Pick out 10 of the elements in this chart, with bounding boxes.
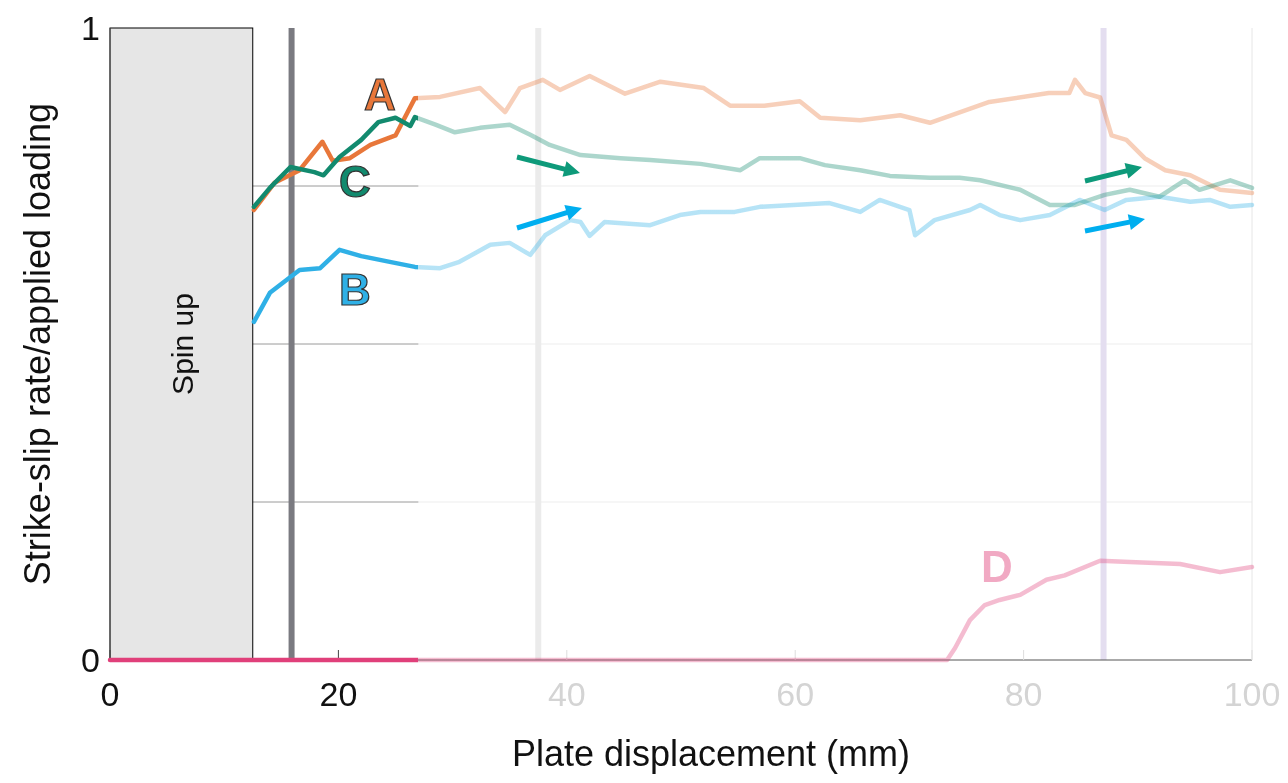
line-series — [251, 73, 1255, 213]
x-axis-title: Plate displacement (mm) — [511, 733, 911, 774]
band-label: Spin up — [166, 293, 200, 395]
y-tick-label: 1 — [81, 8, 100, 47]
annotation: C — [339, 157, 371, 206]
y-axis-title: Strike-slip rate/applied loading — [17, 102, 58, 586]
annotation: D — [981, 542, 1013, 591]
x-tick-label: 20 — [319, 675, 358, 713]
annotation: B — [339, 265, 371, 314]
annotation: A — [364, 70, 396, 119]
